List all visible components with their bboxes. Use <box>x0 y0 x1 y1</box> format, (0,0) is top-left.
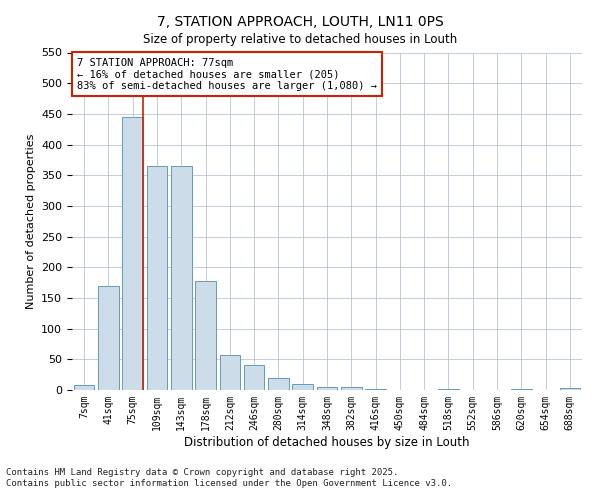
Bar <box>244 366 265 390</box>
Bar <box>220 355 240 390</box>
Bar <box>122 117 143 390</box>
Bar <box>317 387 337 390</box>
Bar <box>511 389 532 390</box>
Bar <box>365 389 386 390</box>
Bar <box>292 384 313 390</box>
Bar <box>98 286 119 390</box>
Text: Contains HM Land Registry data © Crown copyright and database right 2025.
Contai: Contains HM Land Registry data © Crown c… <box>6 468 452 487</box>
Bar <box>171 166 191 390</box>
Text: 7, STATION APPROACH, LOUTH, LN11 0PS: 7, STATION APPROACH, LOUTH, LN11 0PS <box>157 15 443 29</box>
Bar <box>438 389 459 390</box>
Bar <box>341 387 362 390</box>
Bar <box>146 166 167 390</box>
Bar <box>74 385 94 390</box>
Bar <box>560 388 580 390</box>
Text: 7 STATION APPROACH: 77sqm
← 16% of detached houses are smaller (205)
83% of semi: 7 STATION APPROACH: 77sqm ← 16% of detac… <box>77 58 377 91</box>
Text: Size of property relative to detached houses in Louth: Size of property relative to detached ho… <box>143 32 457 46</box>
X-axis label: Distribution of detached houses by size in Louth: Distribution of detached houses by size … <box>184 436 470 448</box>
Y-axis label: Number of detached properties: Number of detached properties <box>26 134 35 309</box>
Bar <box>268 378 289 390</box>
Bar <box>195 281 216 390</box>
